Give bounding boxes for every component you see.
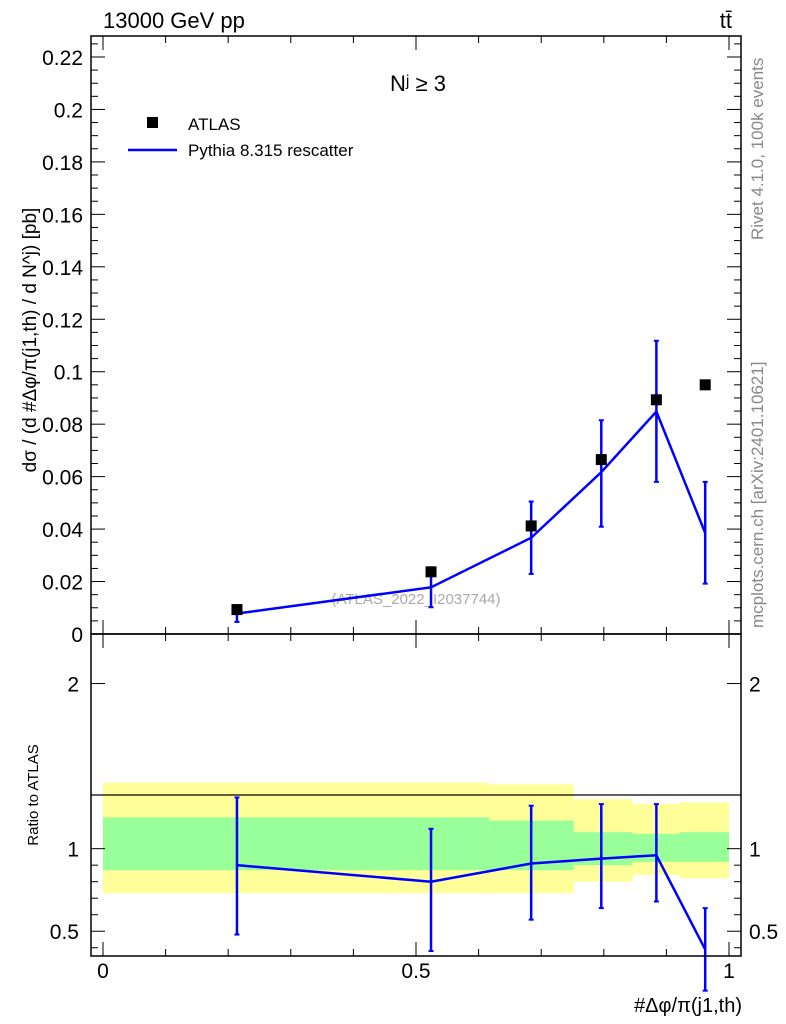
atlas-data-point: [650, 394, 662, 406]
header-right: tt̄: [720, 8, 732, 33]
ratio-y-label: Ratio to ATLAS: [25, 744, 42, 845]
y-tick-label: 0.02: [42, 572, 83, 595]
ratio-y-tick-label-right: 2: [749, 674, 761, 697]
legend-atlas-label: ATLAS: [188, 115, 241, 134]
atlas-data-point: [595, 454, 607, 466]
y-tick-label: 0.06: [42, 467, 83, 490]
atlas-data-point: [425, 566, 437, 578]
main-y-label: dσ / (d #Δφ/π(j1,th) / d N^j) [pb]: [20, 208, 41, 473]
y-tick-label: 0: [71, 624, 83, 647]
main-y-ticks: 0 0.02 0.04 0.06 0.08 0.1 0.12 0.14 0.16 0.18 0.2 0…: [42, 43, 741, 647]
data-series-main: [231, 379, 711, 616]
ratio-y-ticks: 0.5 0.5 1 1 2 2: [50, 674, 778, 949]
mc-series-ratio: [234, 796, 708, 992]
x-tick-label: 0: [97, 960, 109, 983]
x-tick-label: 0.5: [401, 960, 430, 983]
side-text-bottom: mcplots.cern.ch [arXiv:2401.10621]: [748, 362, 767, 628]
ratio-bands: [103, 782, 729, 894]
main-panel: 0 0.02 0.04 0.06 0.08 0.1 0.12 0.14 0.16 0.18 0.2 0…: [20, 35, 742, 647]
y-tick-label: 0.18: [42, 152, 83, 175]
legend-atlas-marker: [147, 117, 158, 128]
header-left: 13000 GeV pp: [103, 8, 245, 33]
legend-mc-label: Pythia 8.315 rescatter: [188, 141, 354, 160]
side-text-top: Rivet 4.1.0, 100k events: [748, 58, 767, 240]
y-tick-label: 0.2: [54, 99, 83, 122]
ratio-band-inner: [679, 832, 729, 862]
ratio-panel: 0.5 0.51 12 2 0 0.5 1 Ratio to ATLAS #Δφ/π(j1…: [25, 36, 778, 1017]
x-axis-label: #Δφ/π(j1,th): [634, 995, 742, 1017]
atlas-data-point: [231, 604, 243, 616]
x-tick-label: 1: [723, 960, 735, 983]
atlas-data-point: [525, 520, 537, 532]
x-ticks: 0 0.5 1: [97, 36, 735, 983]
mc-line: [236, 409, 707, 615]
legend: ATLAS Pythia 8.315 rescatter: [128, 115, 354, 160]
ratio-band-inner: [103, 817, 490, 871]
y-tick-label: 0.08: [42, 414, 83, 437]
atlas-data-point: [699, 379, 711, 391]
y-tick-label: 0.1: [54, 362, 83, 385]
ratio-y-tick-label-right: 1: [749, 839, 761, 862]
y-tick-label: 0.22: [42, 47, 83, 70]
y-tick-label: 0.12: [42, 309, 83, 332]
ratio-y-tick-label-right: 0.5: [749, 921, 778, 944]
panel-title: Nʲ ≥ 3: [390, 71, 446, 96]
mc-series-main: [234, 339, 708, 623]
y-tick-label: 0.16: [42, 204, 83, 227]
watermark: (ATLAS_2022_I2037744): [331, 591, 500, 608]
ratio-mc-line: [236, 853, 707, 950]
ratio-y-tick-label: 2: [67, 674, 79, 697]
y-tick-label: 0.04: [42, 519, 83, 542]
y-tick-label: 0.14: [42, 257, 83, 280]
ratio-y-tick-label: 1: [67, 839, 79, 862]
ratio-y-tick-label: 0.5: [50, 921, 79, 944]
